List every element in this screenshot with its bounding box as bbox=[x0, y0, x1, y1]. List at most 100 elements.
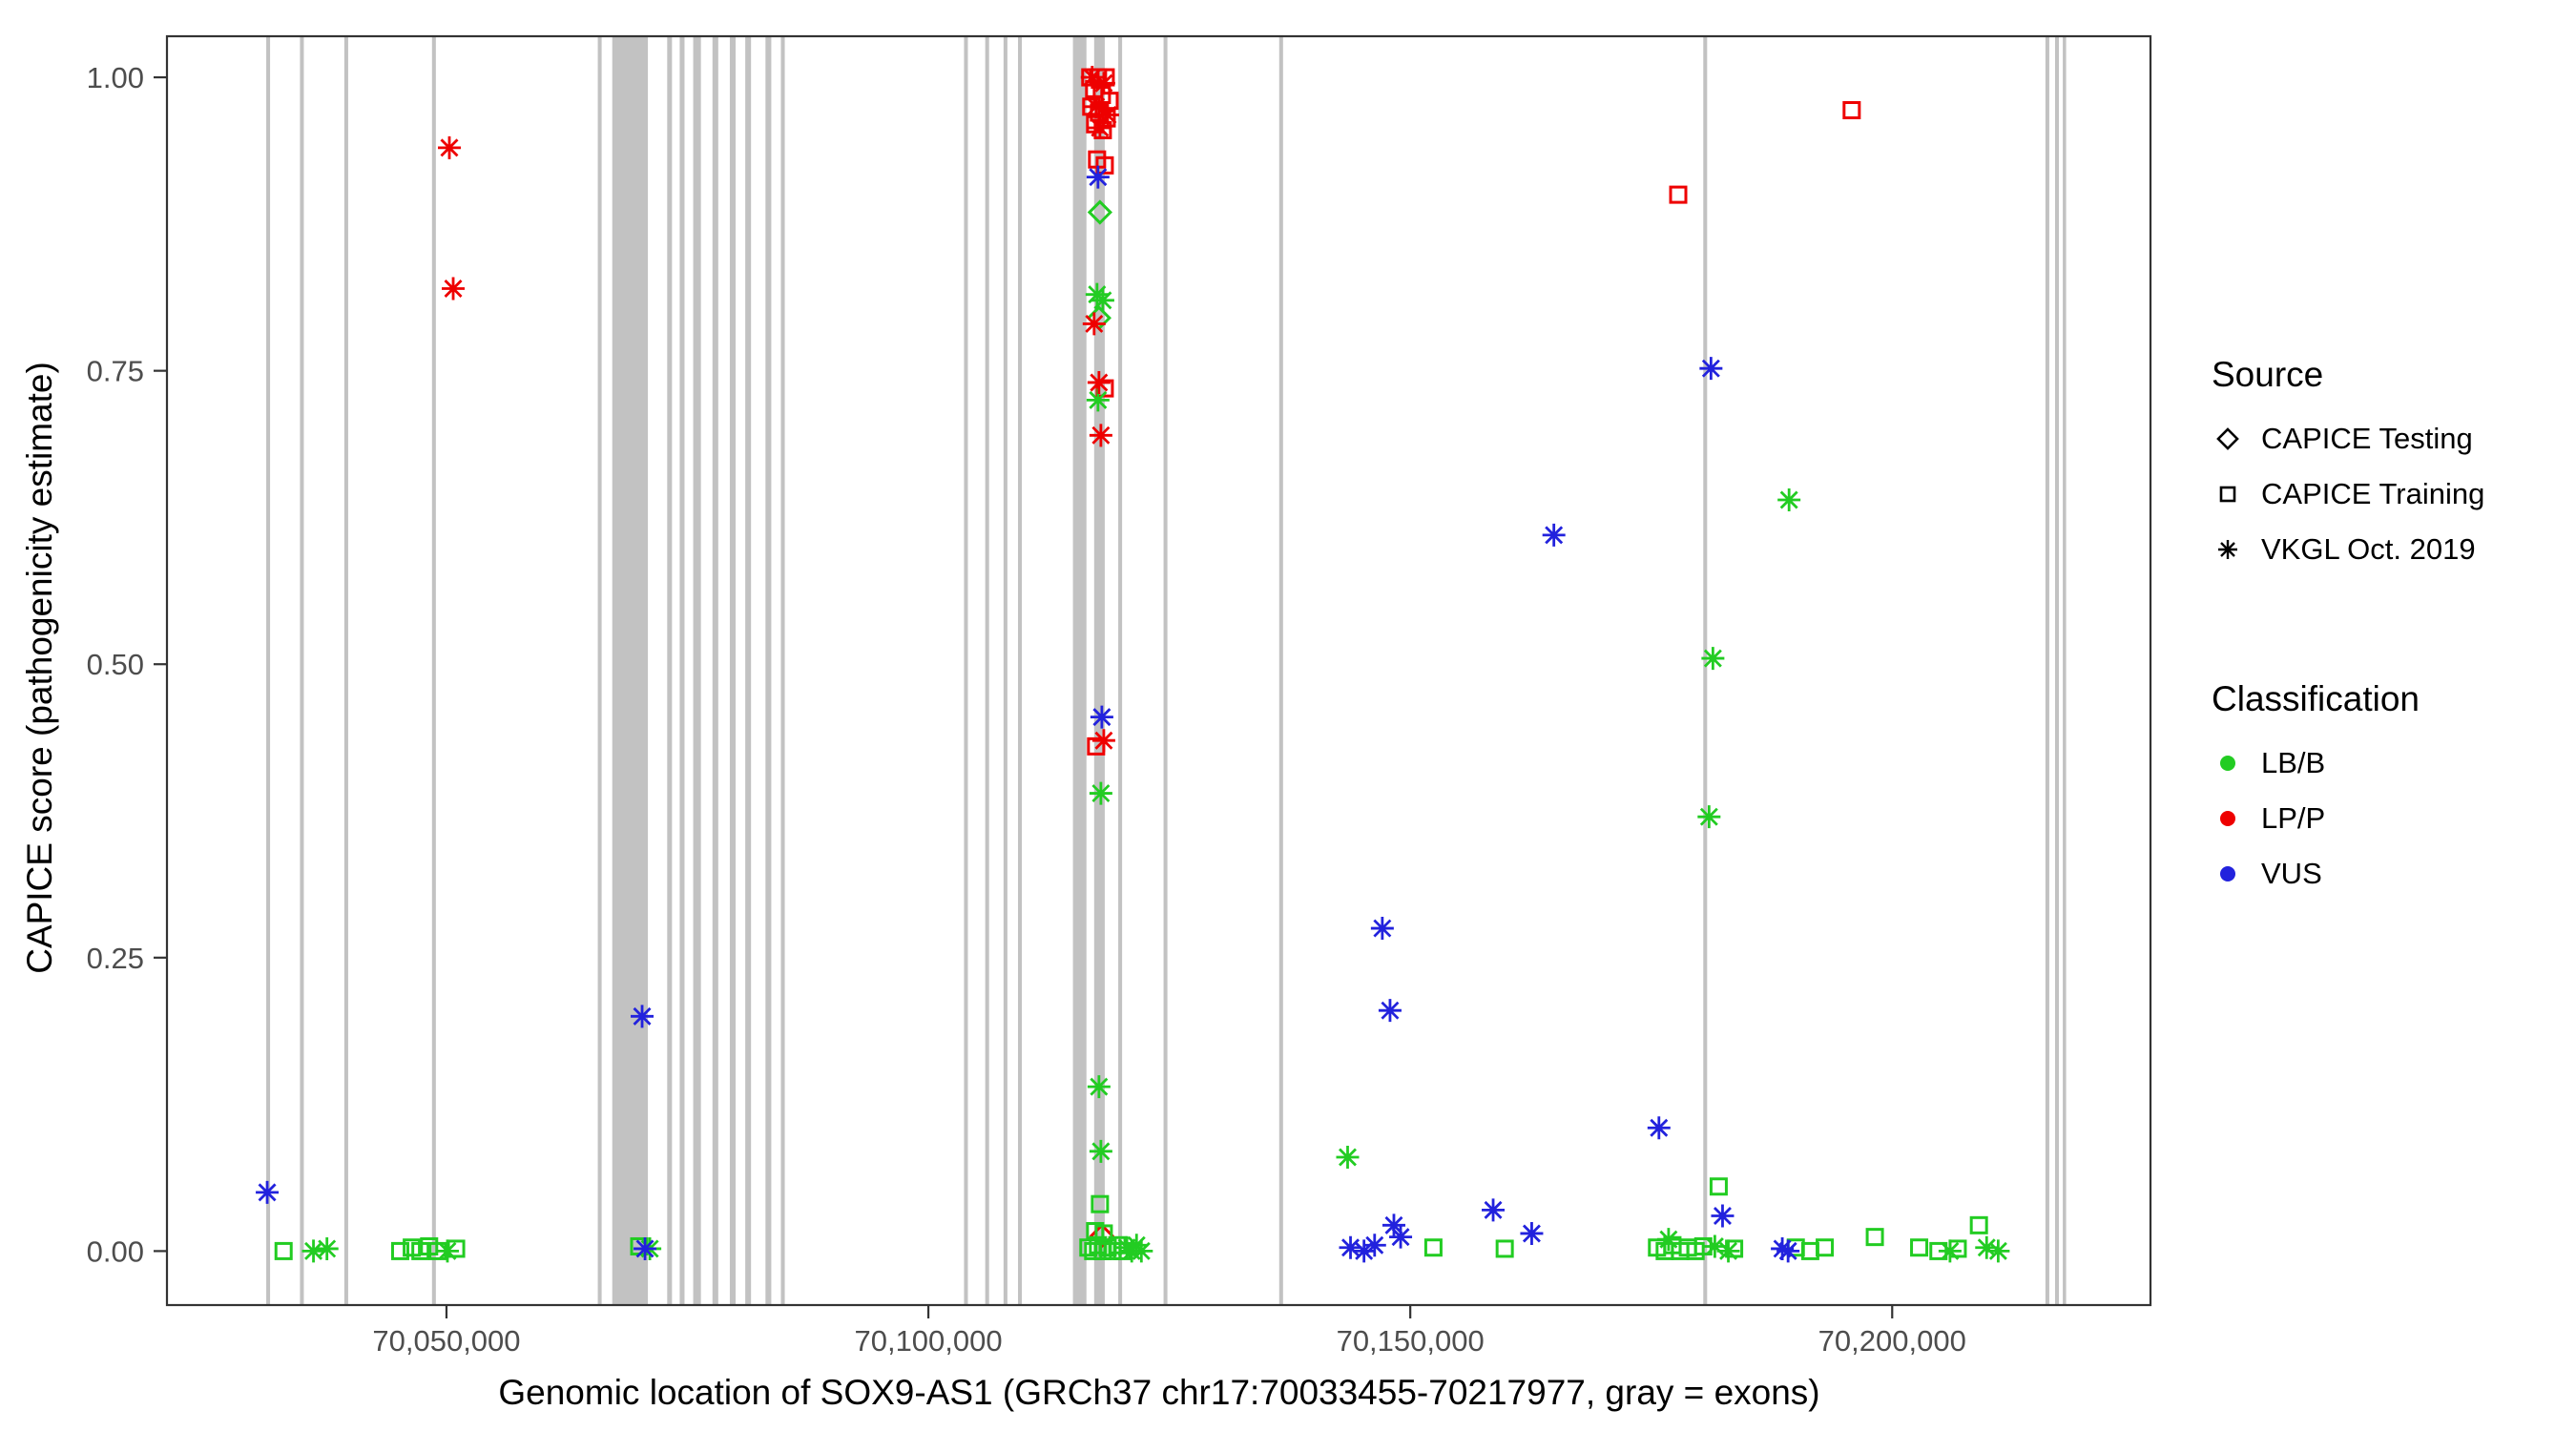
square-icon bbox=[2219, 486, 2236, 503]
data-point bbox=[301, 1239, 325, 1263]
legend-source-title: Source bbox=[2212, 355, 2324, 394]
data-point bbox=[1089, 424, 1112, 447]
x-tick-label: 70,150,000 bbox=[1337, 1324, 1485, 1358]
x-axis-title: Genomic location of SOX9-AS1 (GRCh37 chr… bbox=[498, 1373, 1820, 1412]
exon-band bbox=[1093, 36, 1105, 1305]
data-point bbox=[1095, 103, 1119, 127]
data-point bbox=[1482, 1198, 1506, 1222]
legend-item-capice-training: CAPICE Training bbox=[2212, 477, 2484, 511]
data-point bbox=[390, 1241, 409, 1260]
data-point bbox=[1986, 1239, 2010, 1263]
exon-band bbox=[2054, 36, 2060, 1305]
exon-band bbox=[2063, 36, 2067, 1305]
legend-item-lbb: LB/B bbox=[2212, 746, 2484, 780]
data-point bbox=[437, 135, 461, 159]
exon-band bbox=[343, 36, 348, 1305]
exon-band bbox=[712, 36, 718, 1305]
data-point bbox=[1495, 1239, 1514, 1258]
data-point bbox=[256, 1180, 280, 1204]
data-point bbox=[1842, 101, 1861, 120]
data-point bbox=[1381, 1213, 1405, 1237]
legend-item-lpp: LP/P bbox=[2212, 801, 2484, 836]
legend-classification-title: Classification bbox=[2212, 679, 2420, 718]
legend-item-label: LP/P bbox=[2261, 801, 2326, 835]
legend-item-label: VKGL Oct. 2019 bbox=[2261, 532, 2476, 566]
y-tick-label: 1.00 bbox=[87, 61, 144, 94]
data-point bbox=[1709, 1177, 1728, 1196]
data-point bbox=[1086, 165, 1110, 189]
data-point bbox=[1910, 1238, 1929, 1257]
exon-band bbox=[597, 36, 602, 1305]
data-point bbox=[1711, 1204, 1735, 1228]
exon-band bbox=[1278, 36, 1283, 1305]
data-point bbox=[1370, 917, 1394, 941]
exon-band bbox=[1003, 36, 1008, 1305]
data-point bbox=[1776, 1239, 1800, 1263]
data-point bbox=[1520, 1221, 1544, 1245]
data-point bbox=[1091, 72, 1115, 95]
legend-item-capice-testing: CAPICE Testing bbox=[2212, 422, 2484, 456]
exon-band bbox=[1163, 36, 1168, 1305]
data-point bbox=[1086, 388, 1110, 412]
legend-item-label: LB/B bbox=[2261, 746, 2326, 779]
data-point bbox=[1669, 185, 1688, 204]
diamond-icon bbox=[2216, 427, 2239, 450]
data-point bbox=[1095, 379, 1114, 398]
exon-band bbox=[2045, 36, 2049, 1305]
data-point bbox=[1647, 1116, 1671, 1140]
exon-band bbox=[985, 36, 989, 1305]
data-point bbox=[1703, 1234, 1727, 1258]
data-point bbox=[1816, 1238, 1835, 1257]
y-tick-label: 0.00 bbox=[87, 1234, 144, 1268]
classification-dot bbox=[2220, 866, 2235, 881]
exon-band bbox=[780, 36, 785, 1305]
exon-band bbox=[1018, 36, 1023, 1305]
data-point bbox=[1771, 1236, 1795, 1260]
data-point bbox=[1091, 1194, 1110, 1213]
exon-band bbox=[300, 36, 304, 1305]
exon-band bbox=[693, 36, 701, 1305]
data-point bbox=[1336, 1145, 1360, 1169]
legend-item-vkgl: VKGL Oct. 2019 bbox=[2212, 532, 2484, 567]
data-point bbox=[274, 1241, 293, 1260]
exon-band bbox=[612, 36, 649, 1305]
data-point bbox=[1378, 999, 1402, 1023]
data-point bbox=[631, 1005, 654, 1028]
data-point bbox=[1423, 1238, 1443, 1257]
exon-band bbox=[964, 36, 968, 1305]
data-point bbox=[1103, 1241, 1122, 1260]
data-point bbox=[634, 1236, 657, 1260]
data-point bbox=[1090, 705, 1113, 729]
exon-band bbox=[765, 36, 772, 1305]
exon-band bbox=[1072, 36, 1087, 1305]
y-tick-label: 0.25 bbox=[87, 942, 144, 975]
legend-item-label: VUS bbox=[2261, 857, 2322, 890]
y-axis-title: CAPICE score (pathogenicity estimate) bbox=[20, 362, 59, 974]
data-point bbox=[1087, 1075, 1111, 1099]
data-point bbox=[1091, 288, 1114, 312]
classification-dot bbox=[2220, 756, 2235, 771]
exon-band bbox=[266, 36, 271, 1305]
data-point bbox=[1084, 94, 1108, 118]
data-point bbox=[315, 1236, 339, 1260]
data-point bbox=[1080, 66, 1104, 90]
data-point bbox=[1095, 156, 1114, 175]
legend-item-label: CAPICE Training bbox=[2261, 477, 2485, 510]
data-point bbox=[1087, 199, 1113, 225]
legend-item-label: CAPICE Testing bbox=[2261, 422, 2473, 455]
data-point bbox=[1699, 357, 1723, 381]
data-point bbox=[1088, 115, 1111, 139]
data-point bbox=[1865, 1228, 1884, 1247]
data-point bbox=[1716, 1239, 1740, 1263]
data-point bbox=[1542, 523, 1566, 547]
asterisk-icon bbox=[2218, 540, 2237, 559]
y-tick-label: 0.50 bbox=[87, 648, 144, 681]
data-point bbox=[1362, 1234, 1386, 1257]
data-point bbox=[1089, 1139, 1112, 1163]
y-tick-label: 0.75 bbox=[87, 355, 144, 388]
data-point bbox=[1938, 1239, 1962, 1263]
data-point bbox=[1093, 120, 1112, 139]
data-point bbox=[1339, 1235, 1362, 1259]
classification-dot bbox=[2220, 811, 2235, 826]
